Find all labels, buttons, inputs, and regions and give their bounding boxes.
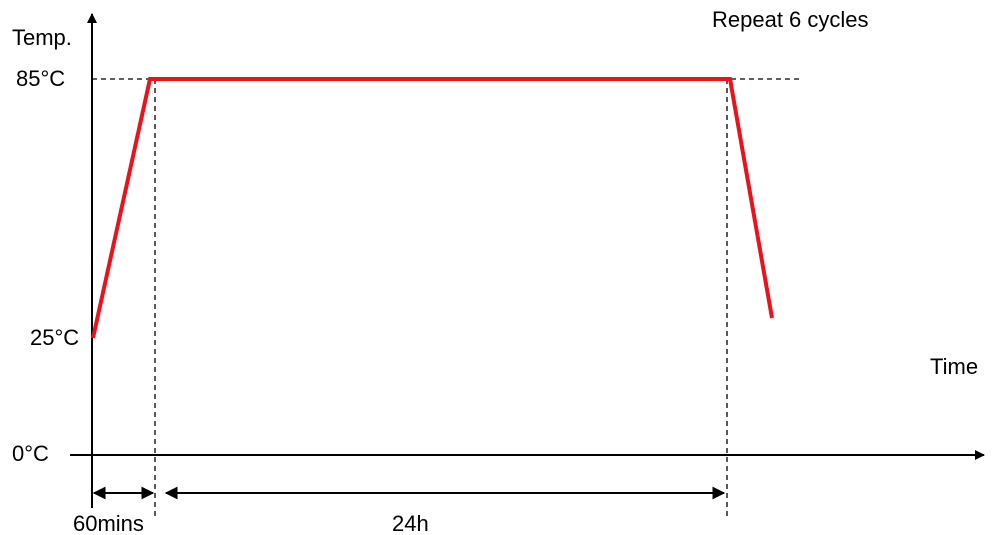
start-temp-label: 25°C: [30, 325, 79, 350]
repeat-cycles-note: Repeat 6 cycles: [712, 7, 869, 32]
ramp-duration-label: 60mins: [73, 511, 144, 535]
temperature-profile-line: [91, 77, 774, 339]
x-axis-label: Time: [930, 354, 978, 379]
dwell-duration-label: 24h: [392, 511, 429, 535]
zero-temp-label: 0°C: [12, 441, 49, 466]
y-axis-label: Temp.: [12, 25, 72, 50]
high-temp-label: 85°C: [16, 66, 65, 91]
